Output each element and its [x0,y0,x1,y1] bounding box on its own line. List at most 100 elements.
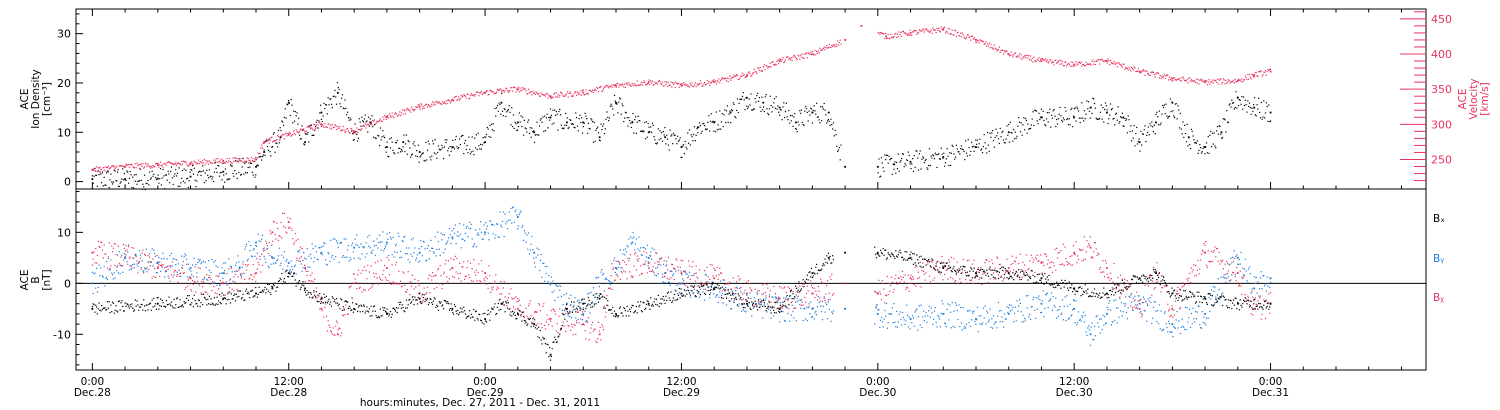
density-sample [239,174,242,176]
density-sample [724,109,726,111]
by-sample [132,264,134,266]
by-sample [207,279,209,281]
bz-sample [936,269,938,271]
density-sample [152,175,154,177]
velocity-sample [178,162,180,164]
velocity-sample [268,142,270,144]
density-sample [445,141,447,144]
density-sample [1130,140,1133,142]
density-sample [997,138,1000,140]
density-sample [1113,117,1115,120]
bz-sample [408,282,410,284]
bz-sample [544,324,546,327]
density-sample [593,121,595,124]
velocity-sample [800,54,802,56]
density-sample [682,145,684,147]
density-sample [816,102,818,104]
velocity-sample [933,29,936,31]
density-sample [1152,126,1154,128]
bz-sample [1023,274,1025,276]
density-sample [1040,116,1042,118]
density-sample [650,131,653,133]
density-sample [446,139,448,141]
bz-sample [627,257,629,259]
bz-sample [978,278,980,281]
bz-sample [805,301,807,303]
density-sample [1030,124,1032,126]
density-sample [968,147,970,149]
density-sample [147,179,149,182]
density-sample [1143,129,1145,131]
bz-sample [105,253,107,255]
density-sample [1210,146,1213,148]
density-sample [601,128,603,131]
by-sample [297,250,299,252]
bz-sample [384,276,387,279]
bz-sample [1112,281,1114,283]
by-sample [490,220,492,222]
density-sample [1252,110,1254,113]
velocity-sample [1087,63,1089,65]
density-sample [501,92,503,94]
velocity-sample [1000,50,1002,52]
by-sample [341,242,343,244]
density-sample [894,161,896,163]
density-sample [1071,107,1073,109]
by-sample [261,238,263,240]
velocity-sample [493,92,495,95]
density-sample [429,156,431,158]
velocity-sample [181,160,183,163]
density-sample [199,170,201,173]
density-sample [335,103,338,105]
by-sample [374,254,376,256]
bz-sample [199,267,201,270]
bz-sample [122,264,124,267]
velocity-sample [521,89,523,91]
density-sample [1269,121,1271,123]
bz-sample [790,301,792,304]
by-sample [477,232,479,234]
density-sample [324,107,326,110]
density-sample [1044,123,1046,126]
density-sample [91,175,93,177]
density-sample [941,153,943,155]
density-sample [103,176,105,179]
by-sample [313,261,315,263]
velocity-sample [177,162,179,164]
density-sample [520,115,522,117]
density-sample [410,156,412,158]
density-sample [688,142,690,144]
bz-sample [977,267,979,269]
bz-sample [747,280,750,282]
bz-sample [572,334,574,336]
velocity-sample [1029,59,1031,61]
density-sample [957,151,959,153]
by-sample [626,245,628,247]
velocity-sample [1064,61,1066,63]
velocity-sample [1046,59,1048,61]
by-sample [415,257,418,259]
bz-sample [702,282,704,285]
by-sample [613,257,616,259]
bz-sample [152,258,154,260]
bz-sample [592,321,594,324]
bz-sample [566,320,568,322]
density-sample [98,174,100,176]
density-sample [104,184,106,186]
density-sample [1128,119,1130,121]
bz-sample [710,288,712,291]
velocity-sample [779,58,782,61]
velocity-sample [1182,76,1184,78]
bz-sample [390,283,392,285]
by-sample [138,249,141,252]
bz-sample [202,281,205,283]
velocity-sample [1264,71,1266,73]
bz-sample [1239,270,1241,272]
velocity-sample [259,152,261,155]
density-sample [891,173,894,175]
density-sample [417,144,419,146]
bz-sample [124,250,126,252]
velocity-sample [958,34,960,37]
by-sample [211,258,213,261]
velocity-sample [264,140,266,142]
